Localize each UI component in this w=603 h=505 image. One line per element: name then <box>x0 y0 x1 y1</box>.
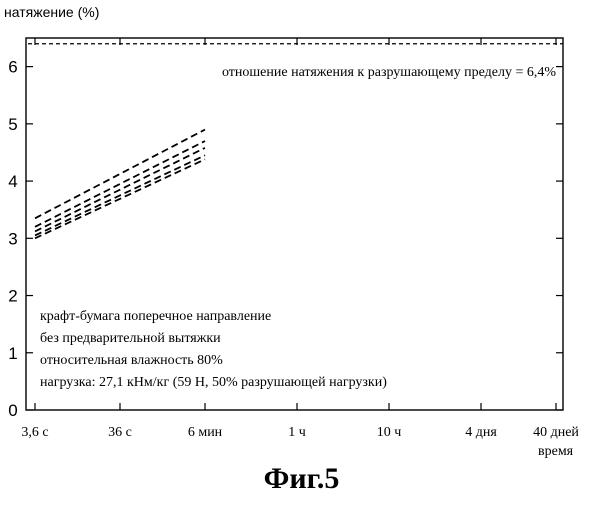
annotation-condition-4: нагрузка: 27,1 кНм/кг (59 Н, 50% разруша… <box>40 375 387 390</box>
series-line-2 <box>35 141 205 227</box>
series-line-3 <box>35 148 205 232</box>
y-tick-label: 1 <box>8 344 17 363</box>
x-tick-label: 4 дня <box>465 425 497 440</box>
annotation-ratio: отношение натяжения к разрушающему преде… <box>222 65 556 80</box>
y-axis-label: натяжение (%) <box>4 4 99 20</box>
x-tick-label: 3,6 с <box>21 425 48 440</box>
y-tick-label: 5 <box>8 115 17 134</box>
annotation-condition-3: относительная влажность 80% <box>40 353 223 368</box>
x-tick-label: 36 с <box>108 425 132 440</box>
series-line-5 <box>35 159 205 238</box>
x-axis-label: время <box>538 444 573 460</box>
series-line-1 <box>35 130 205 219</box>
figure-caption: Фиг.5 <box>0 462 603 496</box>
x-tick-label: 10 ч <box>377 425 402 440</box>
y-tick-label: 4 <box>8 172 17 191</box>
y-tick-label: 0 <box>8 401 17 420</box>
y-tick-label: 2 <box>8 287 17 306</box>
annotation-condition-1: крафт-бумага поперечное направление <box>40 309 271 324</box>
x-tick-label: 40 дней <box>533 425 579 440</box>
y-tick-label: 3 <box>8 229 17 248</box>
series-line-4 <box>35 155 205 235</box>
x-tick-label: 1 ч <box>288 425 306 440</box>
y-tick-label: 6 <box>8 58 17 77</box>
x-tick-label: 6 мин <box>188 425 223 440</box>
annotation-condition-2: без предварительной вытяжки <box>40 331 221 346</box>
